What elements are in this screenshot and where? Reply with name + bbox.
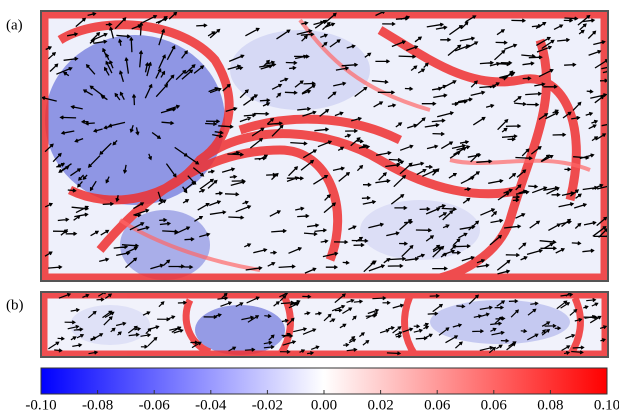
tick-label: 0.00	[311, 397, 337, 413]
tick-label: -0.06	[139, 397, 171, 413]
tick-label: 0.02	[367, 397, 393, 413]
tick-label: -0.08	[82, 397, 113, 413]
tick-label: 0.10	[594, 397, 619, 413]
panel-label: (a)	[6, 17, 23, 33]
tick-label: 0.06	[424, 397, 451, 413]
tick-label: -0.04	[195, 397, 227, 413]
colorbar-ticks: -0.10 -0.08 -0.06 -0.04 -0.02 0.00 0.02 0.06 0.0…	[25, 390, 619, 413]
arrows	[48, 292, 608, 356]
tick-label: 0.08	[537, 397, 563, 413]
tick-label: 0.06	[481, 397, 508, 413]
panel-frame	[40, 10, 609, 282]
arrows	[41, 11, 608, 275]
tick-label: -0.10	[25, 397, 56, 413]
panel-label: (b)	[6, 297, 24, 313]
field-b	[41, 292, 608, 357]
arrow-field	[48, 292, 608, 356]
tick-label: -0.02	[252, 397, 283, 413]
field-a	[41, 11, 608, 281]
panel-frame	[40, 291, 609, 358]
arrow-field	[41, 11, 608, 275]
colorbar	[40, 367, 608, 395]
